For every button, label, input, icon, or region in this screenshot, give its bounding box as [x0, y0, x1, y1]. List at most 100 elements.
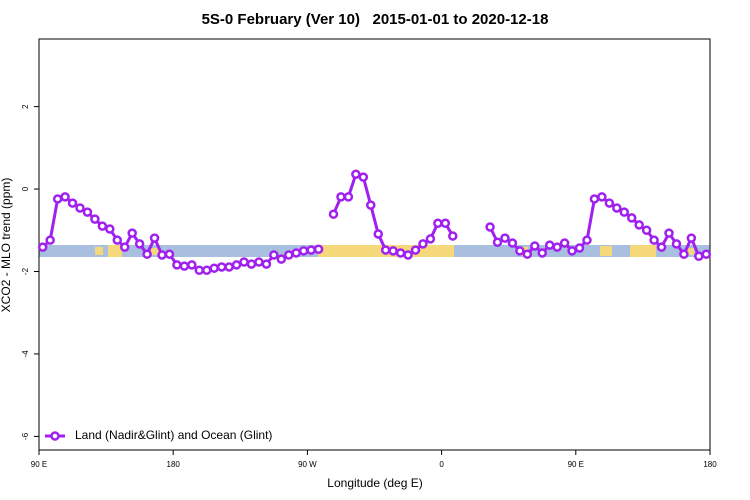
data-point: [649, 235, 659, 245]
data-point: [582, 235, 592, 245]
y-tick-label: -4: [21, 350, 30, 358]
data-point: [544, 240, 555, 250]
data-point: [239, 257, 249, 267]
data-point: [134, 239, 145, 249]
data-point: [351, 169, 361, 179]
data-point: [507, 238, 518, 248]
data-point: [403, 250, 413, 260]
data-point: [216, 262, 227, 272]
data-point: [328, 209, 339, 219]
data-point: [149, 233, 160, 243]
data-point: [254, 257, 264, 267]
data-point: [313, 244, 324, 254]
data-point: [485, 222, 495, 232]
x-tick-label: 90 E: [568, 460, 584, 469]
data-point: [105, 224, 115, 234]
data-point: [552, 242, 562, 252]
data-point: [515, 246, 525, 256]
x-tick-label: 90 E: [31, 460, 47, 469]
data-point: [164, 249, 175, 259]
x-axis-label: Longitude (deg E): [327, 476, 422, 490]
data-point: [589, 194, 600, 204]
legend-label: Land (Nadir&Glint) and Ocean (Glint): [75, 428, 272, 442]
data-point: [425, 234, 436, 244]
data-point: [179, 261, 190, 271]
data-point: [261, 259, 272, 269]
data-point: [448, 231, 458, 241]
data-point: [224, 262, 234, 272]
data-point: [172, 260, 182, 270]
data-point: [619, 207, 630, 217]
data-point: [500, 233, 510, 243]
data-point: [343, 192, 354, 202]
data-point: [559, 238, 570, 248]
x-tick-label: 180: [167, 460, 181, 469]
data-point: [231, 260, 242, 270]
legend-marker: [50, 431, 60, 441]
data-point: [634, 220, 644, 230]
data-point: [246, 259, 257, 269]
data-point: [284, 250, 294, 260]
data-point: [656, 242, 667, 252]
data-point: [433, 218, 443, 229]
data-point: [157, 250, 167, 260]
chart-title: 5S-0 February (Ver 10) 2015-01-01 to 202…: [202, 11, 549, 28]
data-point: [97, 221, 108, 231]
data-point: [537, 248, 547, 258]
x-tick-label: 90 W: [298, 460, 317, 469]
x-tick-label: 0: [439, 460, 444, 469]
data-point: [380, 245, 391, 255]
data-point: [358, 172, 369, 182]
data-point: [82, 207, 93, 217]
data-point: [298, 246, 309, 256]
data-point: [366, 200, 376, 210]
y-tick-label: -2: [21, 267, 30, 275]
data-point: [90, 214, 100, 224]
data-point: [306, 245, 316, 255]
data-point: [291, 248, 301, 258]
data-point: [641, 225, 652, 236]
data-point: [664, 228, 674, 238]
y-tick-label: 0: [21, 186, 30, 191]
data-point: [626, 213, 637, 223]
data-point: [574, 243, 585, 253]
y-tick-label: -6: [21, 432, 30, 440]
data-point: [209, 263, 219, 273]
data-point: [75, 203, 85, 213]
data-point: [567, 246, 577, 256]
data-point: [336, 192, 346, 202]
data-point: [388, 246, 398, 256]
y-axis-label: XCO2 - MLO trend (ppm): [0, 178, 13, 313]
data-point: [418, 239, 428, 249]
data-point: [276, 254, 287, 264]
data-point: [440, 218, 451, 229]
data-point: [187, 260, 197, 270]
data-point: [194, 265, 205, 276]
data-point: [60, 192, 70, 202]
data-point: [37, 242, 48, 252]
data-point: [530, 241, 540, 251]
data-point: [269, 250, 279, 260]
data-point: [604, 198, 615, 208]
data-point: [373, 229, 383, 239]
data-point: [410, 245, 421, 255]
x-tick-label: 180: [703, 460, 717, 469]
data-point: [679, 249, 689, 259]
data-point: [671, 239, 682, 249]
series-line: [332, 172, 455, 257]
data-point: [52, 194, 63, 204]
data-point: [612, 203, 622, 213]
data-point: [127, 228, 137, 238]
data-point: [492, 237, 503, 247]
data-point: [119, 242, 130, 252]
data-point: [597, 192, 607, 202]
data-point: [202, 265, 212, 276]
y-tick-label: 2: [21, 104, 30, 109]
data-point: [701, 249, 712, 259]
data-point: [67, 198, 78, 208]
data-point: [686, 233, 697, 243]
data-point: [694, 251, 704, 261]
data-point: [112, 235, 123, 245]
data-point: [395, 248, 406, 258]
